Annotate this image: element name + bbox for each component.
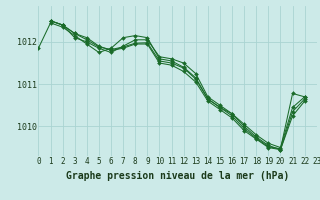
X-axis label: Graphe pression niveau de la mer (hPa): Graphe pression niveau de la mer (hPa) <box>66 171 289 181</box>
